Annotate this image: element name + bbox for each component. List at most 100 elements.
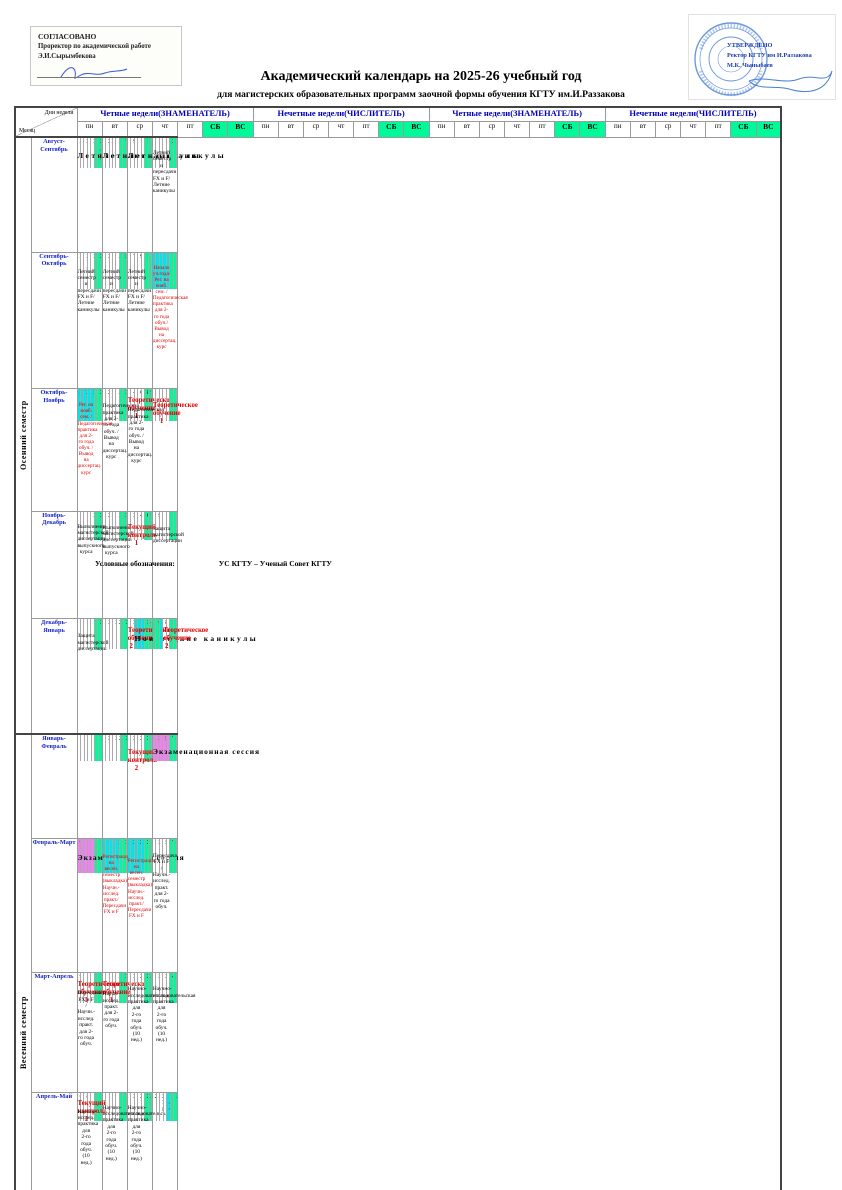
month-label-cell: Декабрь-Январь (31, 619, 77, 734)
day-name-header: СБ (203, 121, 228, 137)
week-cell: 13141516171819Начало уч.года/Рег. на ноя… (152, 252, 177, 389)
legend-text: УС КГТУ – Ученый Совет КГТУ (219, 559, 332, 568)
week-cell: 25262728293031День независимости КРЛетни… (77, 137, 102, 252)
day-name-header: ср (303, 121, 328, 137)
week-cell: 16171819202122Регистрация на весен. семе… (102, 838, 127, 972)
day-cell: 3 (174, 1093, 177, 1121)
week-cell: 9101112131415Теоретическое обучение 1Пер… (77, 973, 102, 1092)
approved-position: Ректор КГТУ им И.Раззакова (727, 51, 812, 61)
day-cell: 5 (174, 973, 177, 1003)
day-name-header: пн (429, 121, 454, 137)
week-cell: 12131415161718 (77, 734, 102, 838)
month-label-cell: Апрель-Май (31, 1092, 77, 1190)
calendar-row: Февраль-Март9101112131415Экзаменационная… (15, 838, 781, 972)
week-cell: 10111213141516Теоретическое обучение 1 (152, 389, 177, 511)
calendar-row: Апрель-Май6789101112Текущий контроль 1На… (15, 1092, 781, 1190)
day-cell: 14 (174, 512, 177, 540)
month-label-cell: Январь-Февраль (31, 734, 77, 838)
day-name-header: пт (178, 121, 203, 137)
corner-month-label: Месяц (19, 128, 35, 134)
day-name-header: ВС (228, 121, 253, 137)
day-name-header: ср (479, 121, 504, 137)
day-cell: 26 (149, 1093, 152, 1121)
day-cell: 11 (174, 619, 177, 649)
day-cell: 31День независимости КР (98, 138, 101, 168)
day-name-header: ВС (756, 121, 781, 137)
day-cell: 12 (98, 1093, 101, 1121)
day-cell: 18 (99, 735, 102, 761)
day-cell: 4 (149, 619, 152, 649)
week-cell: 222324 УС КГТУ25262728 (102, 619, 127, 734)
day-cell: 14 (149, 138, 152, 168)
day-cell: 30 (123, 512, 126, 540)
agreed-title: СОГЛАСОВАНО (38, 31, 174, 42)
day-cell: 22 (123, 839, 126, 873)
agreed-person: Э.И.Сырымбекова (38, 52, 174, 62)
week-cell: 15161718192021Защита магистерской диссер… (77, 619, 102, 734)
day-cell: 29 (149, 973, 152, 1003)
approved-title: УТВЕРЖДЕНО (727, 41, 812, 51)
day-name-header: пн (77, 121, 102, 137)
week-group-header: Нечетные недели(ЧИСЛИТЕЛЬ) (605, 107, 781, 121)
month-label-cell: Ноябрь-Декабрь (31, 511, 77, 619)
day-cell: 7 (123, 138, 126, 168)
week-cell: 20212223242526Рег. на нояб. сем. / Педаг… (77, 389, 102, 511)
page-title: Академический календарь на 2025-26 учебн… (0, 69, 842, 85)
month-label-cell: Сентябрь-Октябрь (31, 252, 77, 389)
day-cell: 15 (98, 973, 101, 1003)
day-name-header: ср (127, 121, 152, 137)
day-cell: 28 (98, 253, 101, 289)
day-cell: 21 (98, 619, 101, 649)
day-cell: 15 (98, 839, 101, 873)
week-cell: 6789101112Текущий контроль 1Научно-иссле… (77, 1092, 102, 1190)
week-cell: 23242526272829Научно-исследовательская п… (127, 973, 152, 1092)
calendar-row: Сентябрь-Октябрь222324 УС КГТУ25262728Ле… (15, 252, 781, 389)
week-cell: 567Рождество891011Теоретическоеобучение … (152, 619, 177, 734)
day-name-header: вт (454, 121, 479, 137)
semester-label-cell: Осенний семестр (15, 137, 31, 734)
day-cell: 23 (98, 512, 101, 540)
day-cell: 12 (149, 253, 152, 289)
week-cell: 3456789Теоретическое обучение 1Педагогич… (127, 389, 152, 511)
day-cell: 2 (123, 389, 126, 421)
day-cell: 25 (124, 735, 127, 761)
day-cell: 28 (124, 619, 127, 649)
week-cell: 272829 УС КГТУ303112Педагогическая практ… (102, 389, 127, 511)
day-name-header: ВС (404, 121, 429, 137)
legend-label: Условные обозначения: (95, 559, 175, 568)
day-cell: 22 (123, 973, 126, 1003)
day-name-header: чт (329, 121, 354, 137)
page-subtitle: для магистерских образовательных програм… (0, 90, 842, 100)
legend: Условные обозначения: УС КГТУ – Ученый С… (95, 559, 332, 568)
day-name-header: СБ (731, 121, 756, 137)
week-cell: 161718192021Нооруз22Теоретическое обучен… (102, 973, 127, 1092)
week-cell: 2345678Межд. женский деньПересдача FX и … (152, 838, 177, 972)
week-cell: 232425 УС КГТУ2627281Регистрация на весе… (127, 838, 152, 972)
calendar-row: Декабрь-Январь15161718192021Защита магис… (15, 619, 781, 734)
day-name-header: пт (530, 121, 555, 137)
day-cell: 8Межд. женский день (174, 839, 177, 873)
approved-stamp-area: УТВЕРЖДЕНО Ректор КГТУ им И.Раззакова М.… (688, 14, 836, 100)
day-cell: 1 (149, 735, 152, 761)
agreed-position: Проректор по академической работе (38, 42, 174, 52)
day-name-header: чт (152, 121, 177, 137)
day-name-header: СБ (555, 121, 580, 137)
month-label-cell: Март-Апрель (31, 973, 77, 1092)
week-cell: 19202122232425 (102, 734, 127, 838)
day-name-header: пт (706, 121, 731, 137)
day-name-header: ВС (580, 121, 605, 137)
day-cell: 5 (123, 253, 126, 289)
week-cell: 2930311Новый год234Теоретическоеобучение… (127, 619, 152, 734)
holiday-note: Праздник труда (169, 1100, 170, 1110)
week-cell: 2345678Экзаменационная сессия (152, 734, 177, 838)
day-name-header: вт (630, 121, 655, 137)
day-name-header: пн (605, 121, 630, 137)
month-label-cell: Февраль-Март (31, 838, 77, 972)
day-name-header: пн (253, 121, 278, 137)
week-cell: 293012345Летний семестр и пересдачи FX и… (102, 252, 127, 389)
week-cell: 1234567Летние каникулы (102, 137, 127, 252)
week-group-header: Четные недели(ЗНАМЕНАТЕЛЬ) (77, 107, 253, 121)
calendar-row: Весенний семестрЯнварь-Февраль1213141516… (15, 734, 781, 838)
